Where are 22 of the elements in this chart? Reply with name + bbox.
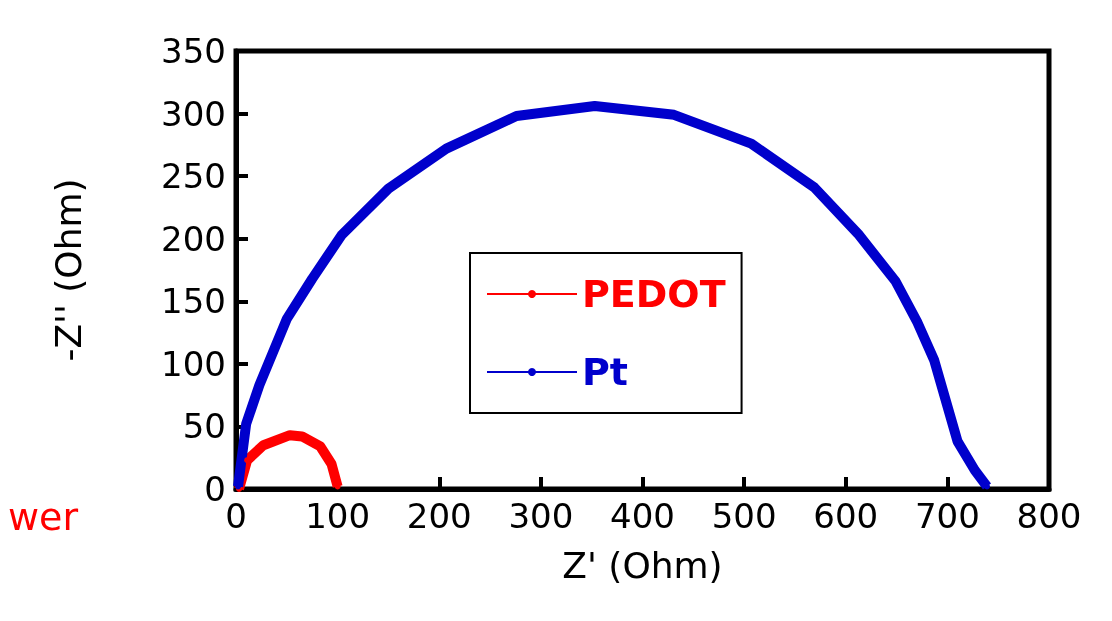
y-tick-label: 300 — [161, 93, 226, 134]
y-tick-label: 250 — [161, 156, 226, 197]
x-tick-label: 800 — [1016, 496, 1082, 536]
legend-label: Pt — [582, 350, 629, 394]
x-tick-label: 100 — [305, 496, 371, 536]
y-tick-label: 200 — [161, 218, 226, 259]
legend-label: PEDOT — [582, 272, 726, 316]
x-tick-label: 600 — [813, 496, 879, 536]
point — [984, 483, 991, 490]
y-axis-title: -Z'' (Ohm) — [47, 178, 89, 362]
x-tick-label: 700 — [914, 496, 980, 536]
y-tick-label: 350 — [161, 31, 226, 71]
y-tick-label: 50 — [182, 406, 226, 447]
x-tick-label: 200 — [406, 496, 472, 536]
x-axis-title: Z' (Ohm) — [562, 544, 723, 586]
x-tick-label: 500 — [711, 496, 777, 536]
y-tick-label: 0 — [204, 469, 226, 509]
text: wer — [8, 495, 79, 539]
x-tick-label: 300 — [508, 496, 574, 536]
y-tick-label: 150 — [161, 281, 226, 322]
y-tick-label: 100 — [161, 343, 226, 384]
x-tick-label: 400 — [610, 496, 675, 536]
